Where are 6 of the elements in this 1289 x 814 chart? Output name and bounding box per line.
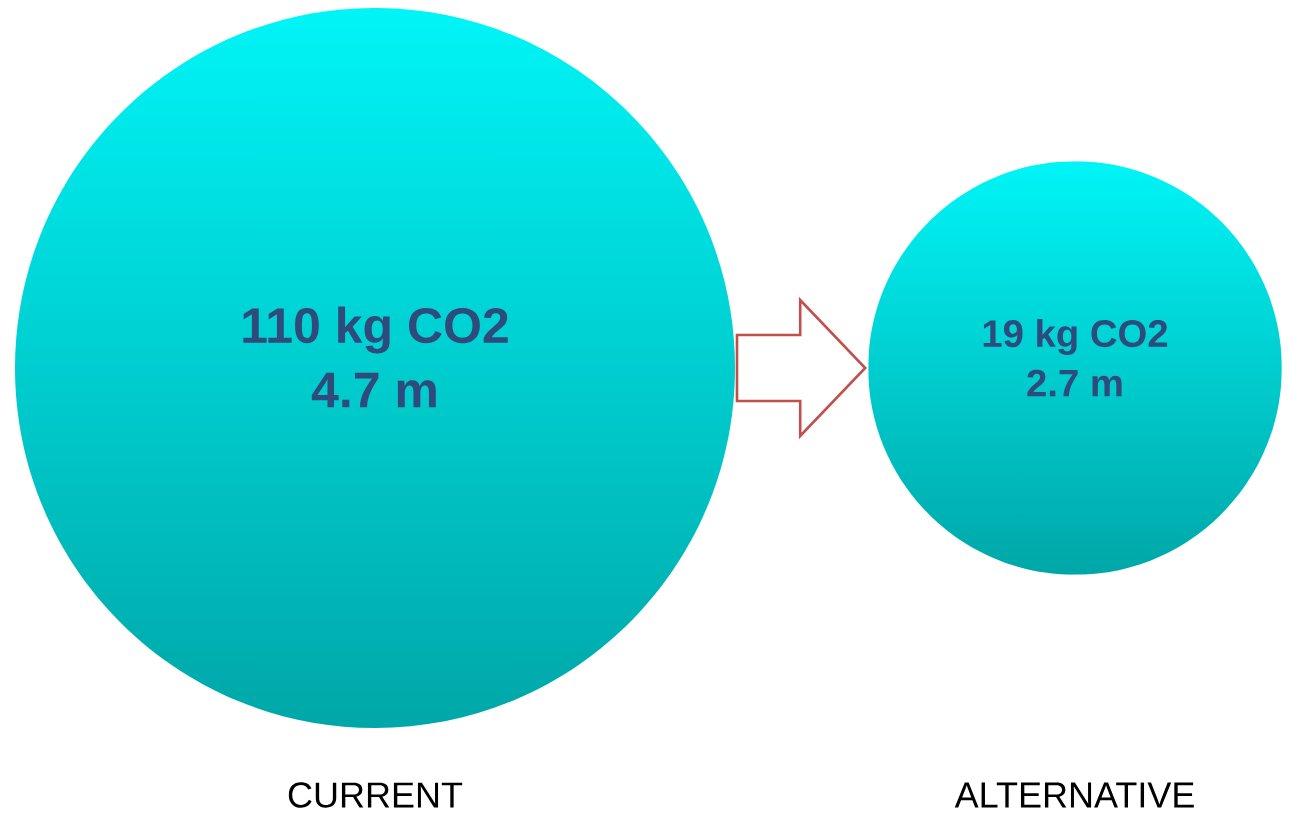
data-label: 110 kg CO2 — [243, 306, 508, 354]
data-label: 4.7 m — [311, 372, 436, 408]
data-label: 19 kg CO2 — [983, 319, 1168, 355]
category-label: CURRENT — [288, 782, 463, 808]
category-label: ALTERNATIVE — [954, 782, 1194, 808]
data-label: 2.7 m — [1027, 369, 1122, 397]
